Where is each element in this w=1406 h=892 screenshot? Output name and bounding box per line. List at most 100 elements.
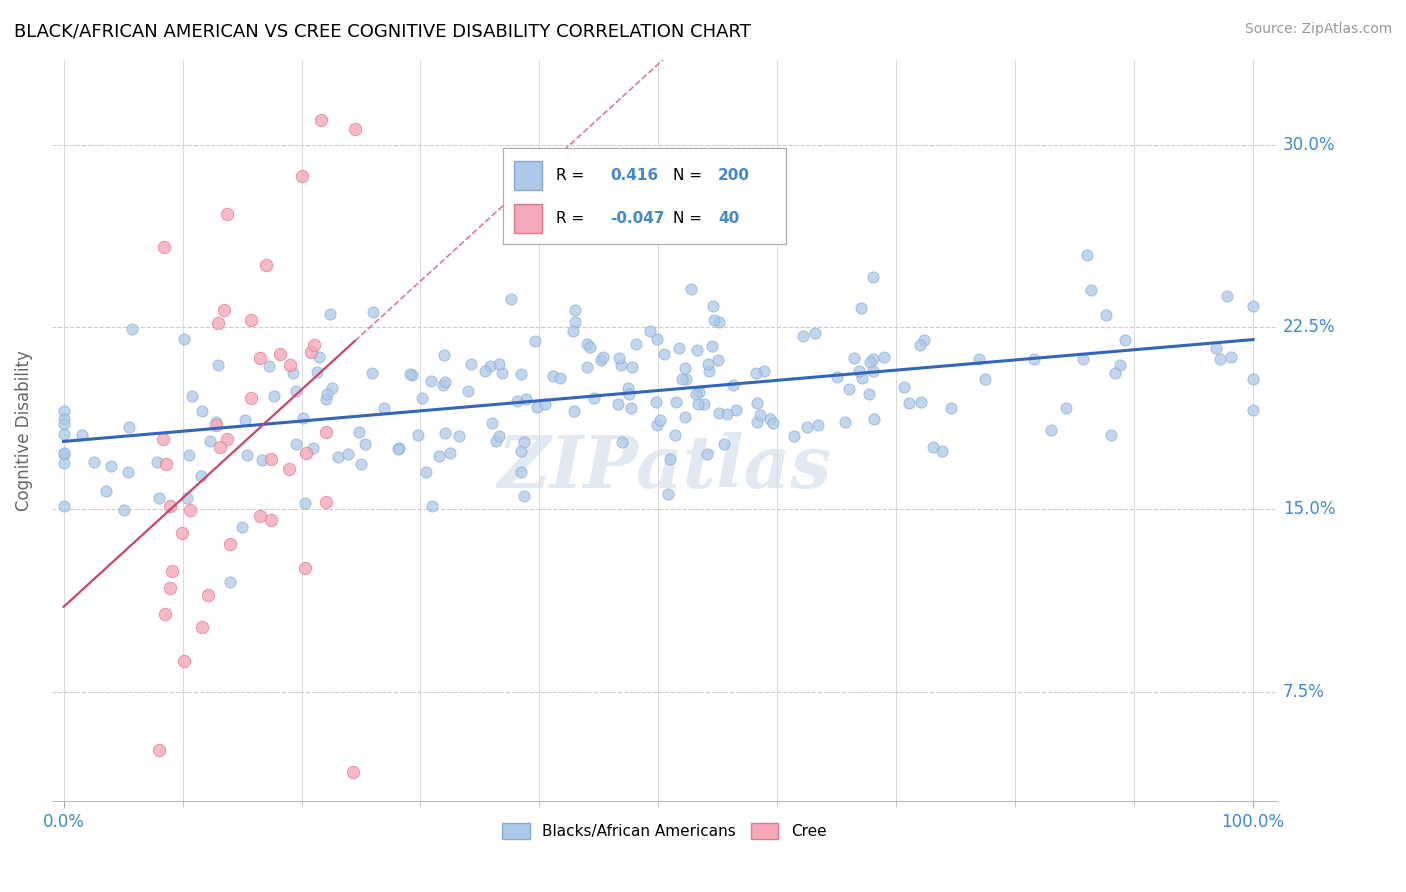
Point [260,513,283,527]
Point [172,525,194,540]
Point [759,411,782,425]
Point [796,419,818,434]
Point [675,409,697,424]
Point [176,491,198,505]
Point [665,395,688,409]
Point [515,392,537,407]
Point [1205,341,1227,355]
Point [696,447,718,461]
Point [610,434,633,449]
Point [912,334,935,348]
Point [659,452,682,467]
Point [72,428,94,442]
Point [112,503,135,517]
Point [263,389,285,403]
Point [209,440,232,454]
Point [52,403,75,417]
Point [664,427,686,442]
Point [834,415,856,429]
Point [285,436,308,450]
Point [688,385,710,400]
Point [506,393,529,408]
Point [285,384,308,399]
Point [725,403,748,417]
Point [1241,299,1264,313]
Point [673,360,696,375]
Point [478,359,501,373]
Point [862,270,884,285]
Point [1114,333,1136,347]
Point [373,401,395,415]
Point [851,370,873,384]
Point [617,381,640,395]
Point [278,358,301,372]
Point [159,582,181,596]
Point [254,258,277,272]
Point [783,428,806,442]
Point [939,401,962,416]
Point [859,354,882,368]
Point [873,350,896,364]
Point [607,397,630,411]
Point [233,413,256,427]
Point [671,372,693,386]
Point [485,434,508,449]
Point [302,338,325,352]
Point [299,344,322,359]
Point [838,383,860,397]
Point [898,395,921,409]
Point [675,372,697,386]
Point [315,425,337,439]
Point [83,454,105,468]
Point [491,367,513,381]
Point [513,434,536,449]
Point [1024,351,1046,366]
Point [702,299,724,313]
Point [1099,428,1122,442]
Point [433,348,456,362]
Point [52,446,75,460]
Point [321,381,343,395]
Point [295,445,318,459]
Point [754,364,776,378]
Point [415,465,437,479]
Point [361,366,384,380]
Point [343,122,366,136]
Point [575,337,598,351]
Point [697,357,720,371]
Point [308,350,330,364]
Point [315,495,337,509]
Text: R =: R = [557,211,585,226]
Point [723,378,745,392]
Point [401,368,423,383]
Point [679,282,702,296]
Point [309,113,332,128]
Point [645,332,668,346]
Point [173,654,195,668]
Text: 30.0%: 30.0% [1282,136,1336,153]
Point [219,575,242,590]
Point [100,459,122,474]
Point [1080,283,1102,297]
Point [326,450,349,465]
Point [550,371,572,385]
Point [893,380,915,394]
Point [190,620,212,634]
Point [1071,351,1094,366]
Point [1241,372,1264,386]
Text: N =: N = [672,168,702,183]
Point [638,324,661,338]
Point [52,412,75,426]
Point [117,465,139,479]
Point [645,417,668,432]
Point [589,353,612,368]
Point [191,403,214,417]
Point [1109,358,1132,372]
Point [388,441,411,455]
Point [219,537,242,551]
Point [512,489,534,503]
Point [117,420,139,434]
Point [347,425,370,439]
Point [291,411,314,425]
Point [260,451,283,466]
